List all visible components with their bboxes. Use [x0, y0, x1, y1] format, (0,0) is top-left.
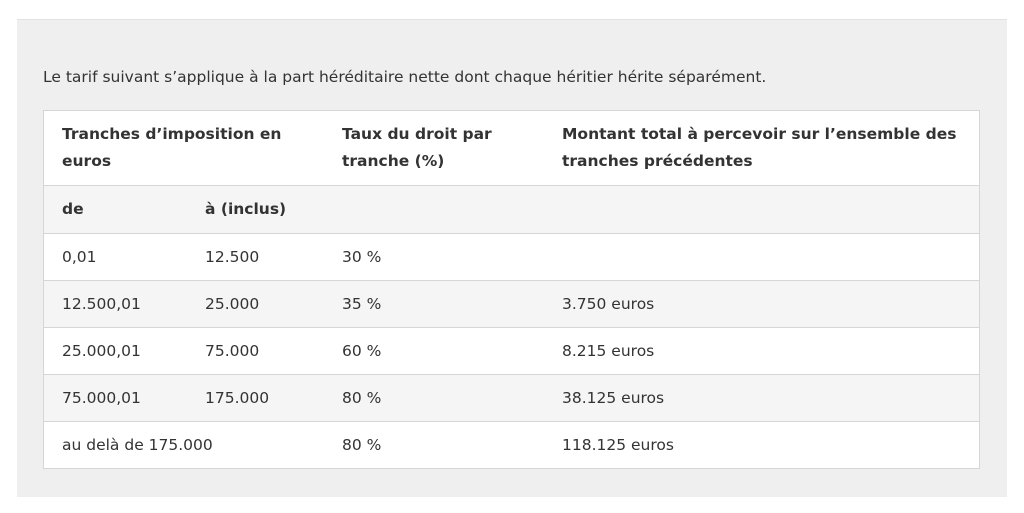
- table-subheader-row: de à (inclus): [43, 185, 980, 234]
- cell-total: 8.215 euros: [544, 327, 980, 375]
- subheader-to: à (inclus): [187, 185, 324, 234]
- table-row: 0,01 12.500 30 %: [43, 233, 980, 281]
- cell-total: 118.125 euros: [544, 421, 980, 469]
- cell-from: 0,01: [43, 233, 187, 281]
- table-row-last: au delà de 175.000 80 % 118.125 euros: [43, 421, 980, 469]
- cell-from: 25.000,01: [43, 327, 187, 375]
- cell-to: 25.000: [187, 280, 324, 328]
- subheader-from: de: [43, 185, 187, 234]
- tax-rate-table: Tranches d’imposition en euros Taux du d…: [43, 110, 980, 469]
- cell-rate: 30 %: [324, 233, 544, 281]
- cell-to: 75.000: [187, 327, 324, 375]
- header-brackets: Tranches d’imposition en euros: [43, 110, 324, 186]
- cell-total: [544, 233, 980, 281]
- header-total: Montant total à percevoir sur l’ensemble…: [544, 110, 980, 186]
- table-row: 12.500,01 25.000 35 % 3.750 euros: [43, 280, 980, 328]
- table-header-row: Tranches d’imposition en euros Taux du d…: [43, 110, 980, 186]
- content-panel: Le tarif suivant s’applique à la part hé…: [17, 19, 1007, 497]
- cell-total: 3.750 euros: [544, 280, 980, 328]
- cell-rate: 60 %: [324, 327, 544, 375]
- subheader-empty-total: [544, 185, 980, 234]
- cell-rate: 80 %: [324, 421, 544, 469]
- cell-to: 12.500: [187, 233, 324, 281]
- header-rate: Taux du droit par tranche (%): [324, 110, 544, 186]
- cell-from: 75.000,01: [43, 374, 187, 422]
- table-row: 25.000,01 75.000 60 % 8.215 euros: [43, 327, 980, 375]
- intro-text: Le tarif suivant s’applique à la part hé…: [43, 68, 767, 86]
- table-row: 75.000,01 175.000 80 % 38.125 euros: [43, 374, 980, 422]
- subheader-empty-rate: [324, 185, 544, 234]
- cell-total: 38.125 euros: [544, 374, 980, 422]
- cell-from: 12.500,01: [43, 280, 187, 328]
- cell-rate: 80 %: [324, 374, 544, 422]
- cell-rate: 35 %: [324, 280, 544, 328]
- cell-to: 175.000: [187, 374, 324, 422]
- cell-range: au delà de 175.000: [43, 421, 324, 469]
